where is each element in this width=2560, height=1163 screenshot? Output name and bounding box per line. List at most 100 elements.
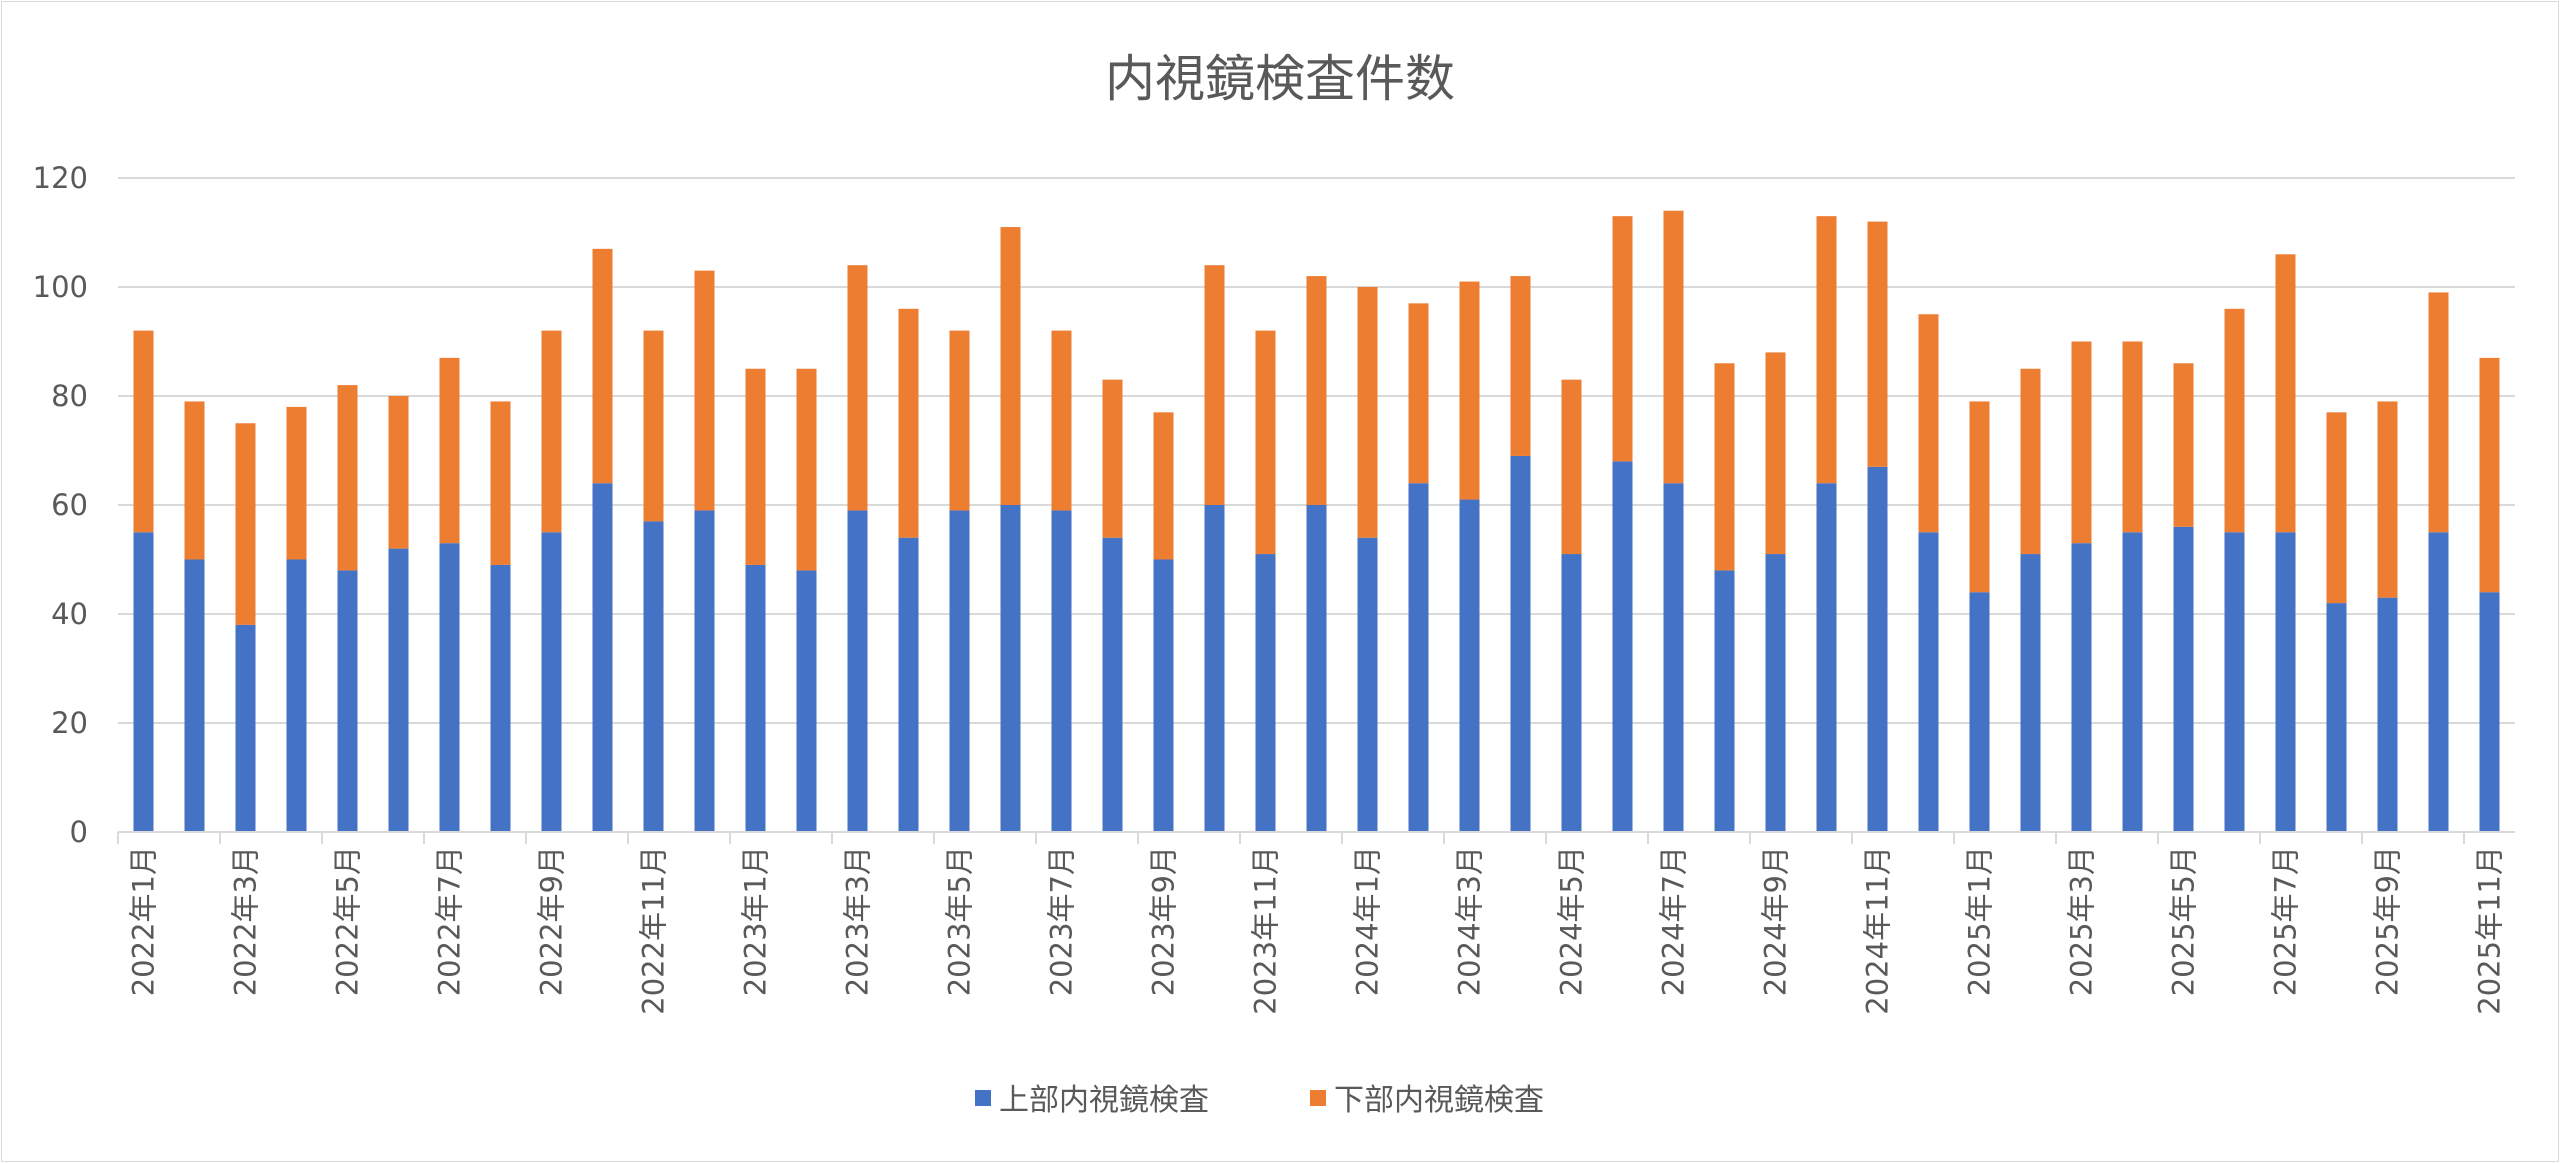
x-tick-label: 2025年11月 xyxy=(2473,846,2507,1015)
x-tick-label: 2023年11月 xyxy=(1249,846,1283,1015)
bar-upper xyxy=(2071,543,2092,832)
bar-lower xyxy=(2326,412,2347,604)
bar-lower xyxy=(490,401,511,565)
x-tick-label: 2022年1月 xyxy=(127,846,161,996)
bar-upper xyxy=(949,510,970,832)
bar-lower xyxy=(898,308,919,538)
x-tick-label: 2022年9月 xyxy=(535,846,569,996)
bar-lower xyxy=(1102,379,1123,538)
x-tick-label: 2025年3月 xyxy=(2065,846,2099,996)
bar-upper xyxy=(1714,570,1735,832)
bar-upper xyxy=(2275,532,2296,832)
bar-upper xyxy=(286,559,307,832)
bar-lower xyxy=(1765,352,1786,555)
bar-lower xyxy=(1816,216,1837,484)
bar-lower xyxy=(1255,330,1276,555)
x-tick-label: 2025年7月 xyxy=(2269,846,2303,996)
bar-lower xyxy=(184,401,205,560)
bar-upper xyxy=(592,483,613,832)
bar-lower xyxy=(337,385,358,571)
x-tick-label: 2024年7月 xyxy=(1657,846,1691,996)
bar-upper xyxy=(1408,483,1429,832)
bar-upper xyxy=(133,532,154,832)
bar-upper xyxy=(2020,554,2041,832)
bar-lower xyxy=(1153,412,1174,560)
bar-upper xyxy=(2122,532,2143,832)
bar-upper xyxy=(1051,510,1072,832)
x-tick-label: 2025年5月 xyxy=(2167,846,2201,996)
bar-upper xyxy=(1918,532,1939,832)
y-tick-label: 0 xyxy=(70,815,88,849)
bar-lower xyxy=(2275,254,2296,533)
bar-lower xyxy=(949,330,970,511)
bar-upper xyxy=(1357,537,1378,832)
x-tick-label: 2023年7月 xyxy=(1045,846,1079,996)
bar-upper xyxy=(1510,455,1531,832)
bar-upper xyxy=(1153,559,1174,832)
bar-upper xyxy=(1816,483,1837,832)
bar-lower xyxy=(1051,330,1072,511)
bar-upper xyxy=(796,570,817,832)
bar-lower xyxy=(745,368,766,565)
bar-lower xyxy=(439,357,460,544)
bar-upper xyxy=(541,532,562,832)
bar-upper xyxy=(643,521,664,832)
x-tick-label: 2023年1月 xyxy=(739,846,773,996)
bar-lower xyxy=(2173,363,2194,527)
bar-lower xyxy=(133,330,154,533)
y-tick-label: 20 xyxy=(51,706,88,740)
bar-upper xyxy=(1000,505,1021,832)
x-tick-label: 2024年11月 xyxy=(1861,846,1895,1015)
x-tick-label: 2023年3月 xyxy=(841,846,875,996)
bar-upper xyxy=(898,537,919,832)
bar-upper xyxy=(1663,483,1684,832)
x-tick-label: 2024年1月 xyxy=(1351,846,1385,996)
bar-lower xyxy=(694,270,715,511)
bar-lower xyxy=(541,330,562,533)
bar-upper xyxy=(847,510,868,832)
chart-title: 内視鏡検査件数 xyxy=(1105,50,1455,108)
bar-lower xyxy=(1969,401,1990,593)
bar-upper xyxy=(235,624,256,832)
bar-lower xyxy=(592,248,613,484)
bar-lower xyxy=(1612,216,1633,462)
bar-upper xyxy=(490,564,511,832)
x-tick-label: 2022年3月 xyxy=(229,846,263,996)
bar-lower xyxy=(1867,221,1888,467)
bar-upper xyxy=(1867,466,1888,832)
bar-lower xyxy=(1561,379,1582,555)
bar-upper xyxy=(2428,532,2449,832)
legend-label: 上部内視鏡検査 xyxy=(999,1083,1209,1118)
bar-upper xyxy=(1969,592,1990,832)
bar-upper xyxy=(2173,526,2194,832)
bar-lower xyxy=(286,406,307,560)
bar-lower xyxy=(1918,314,1939,533)
bar-upper xyxy=(184,559,205,832)
x-tick-label: 2024年3月 xyxy=(1453,846,1487,996)
x-tick-label: 2023年5月 xyxy=(943,846,977,996)
bar-lower xyxy=(1000,227,1021,506)
y-tick-label: 40 xyxy=(51,597,88,631)
x-tick-label: 2022年7月 xyxy=(433,846,467,996)
bar-lower xyxy=(2071,341,2092,544)
bar-lower xyxy=(2428,292,2449,533)
y-tick-label: 120 xyxy=(33,161,88,195)
x-tick-label: 2023年9月 xyxy=(1147,846,1181,996)
bar-upper xyxy=(1102,537,1123,832)
bar-lower xyxy=(1408,303,1429,484)
bar-lower xyxy=(1510,276,1531,456)
bar-lower xyxy=(1459,281,1480,500)
bar-upper xyxy=(694,510,715,832)
bar-upper xyxy=(1204,505,1225,832)
bar-upper xyxy=(2224,532,2245,832)
bar-lower xyxy=(2224,308,2245,533)
bar-upper xyxy=(1765,554,1786,832)
bar-lower xyxy=(796,368,817,571)
x-tick-label: 2025年9月 xyxy=(2371,846,2405,996)
bar-lower xyxy=(1357,287,1378,538)
x-tick-label: 2022年5月 xyxy=(331,846,365,996)
y-tick-label: 100 xyxy=(33,270,88,304)
bar-upper xyxy=(337,570,358,832)
bar-lower xyxy=(388,396,409,549)
